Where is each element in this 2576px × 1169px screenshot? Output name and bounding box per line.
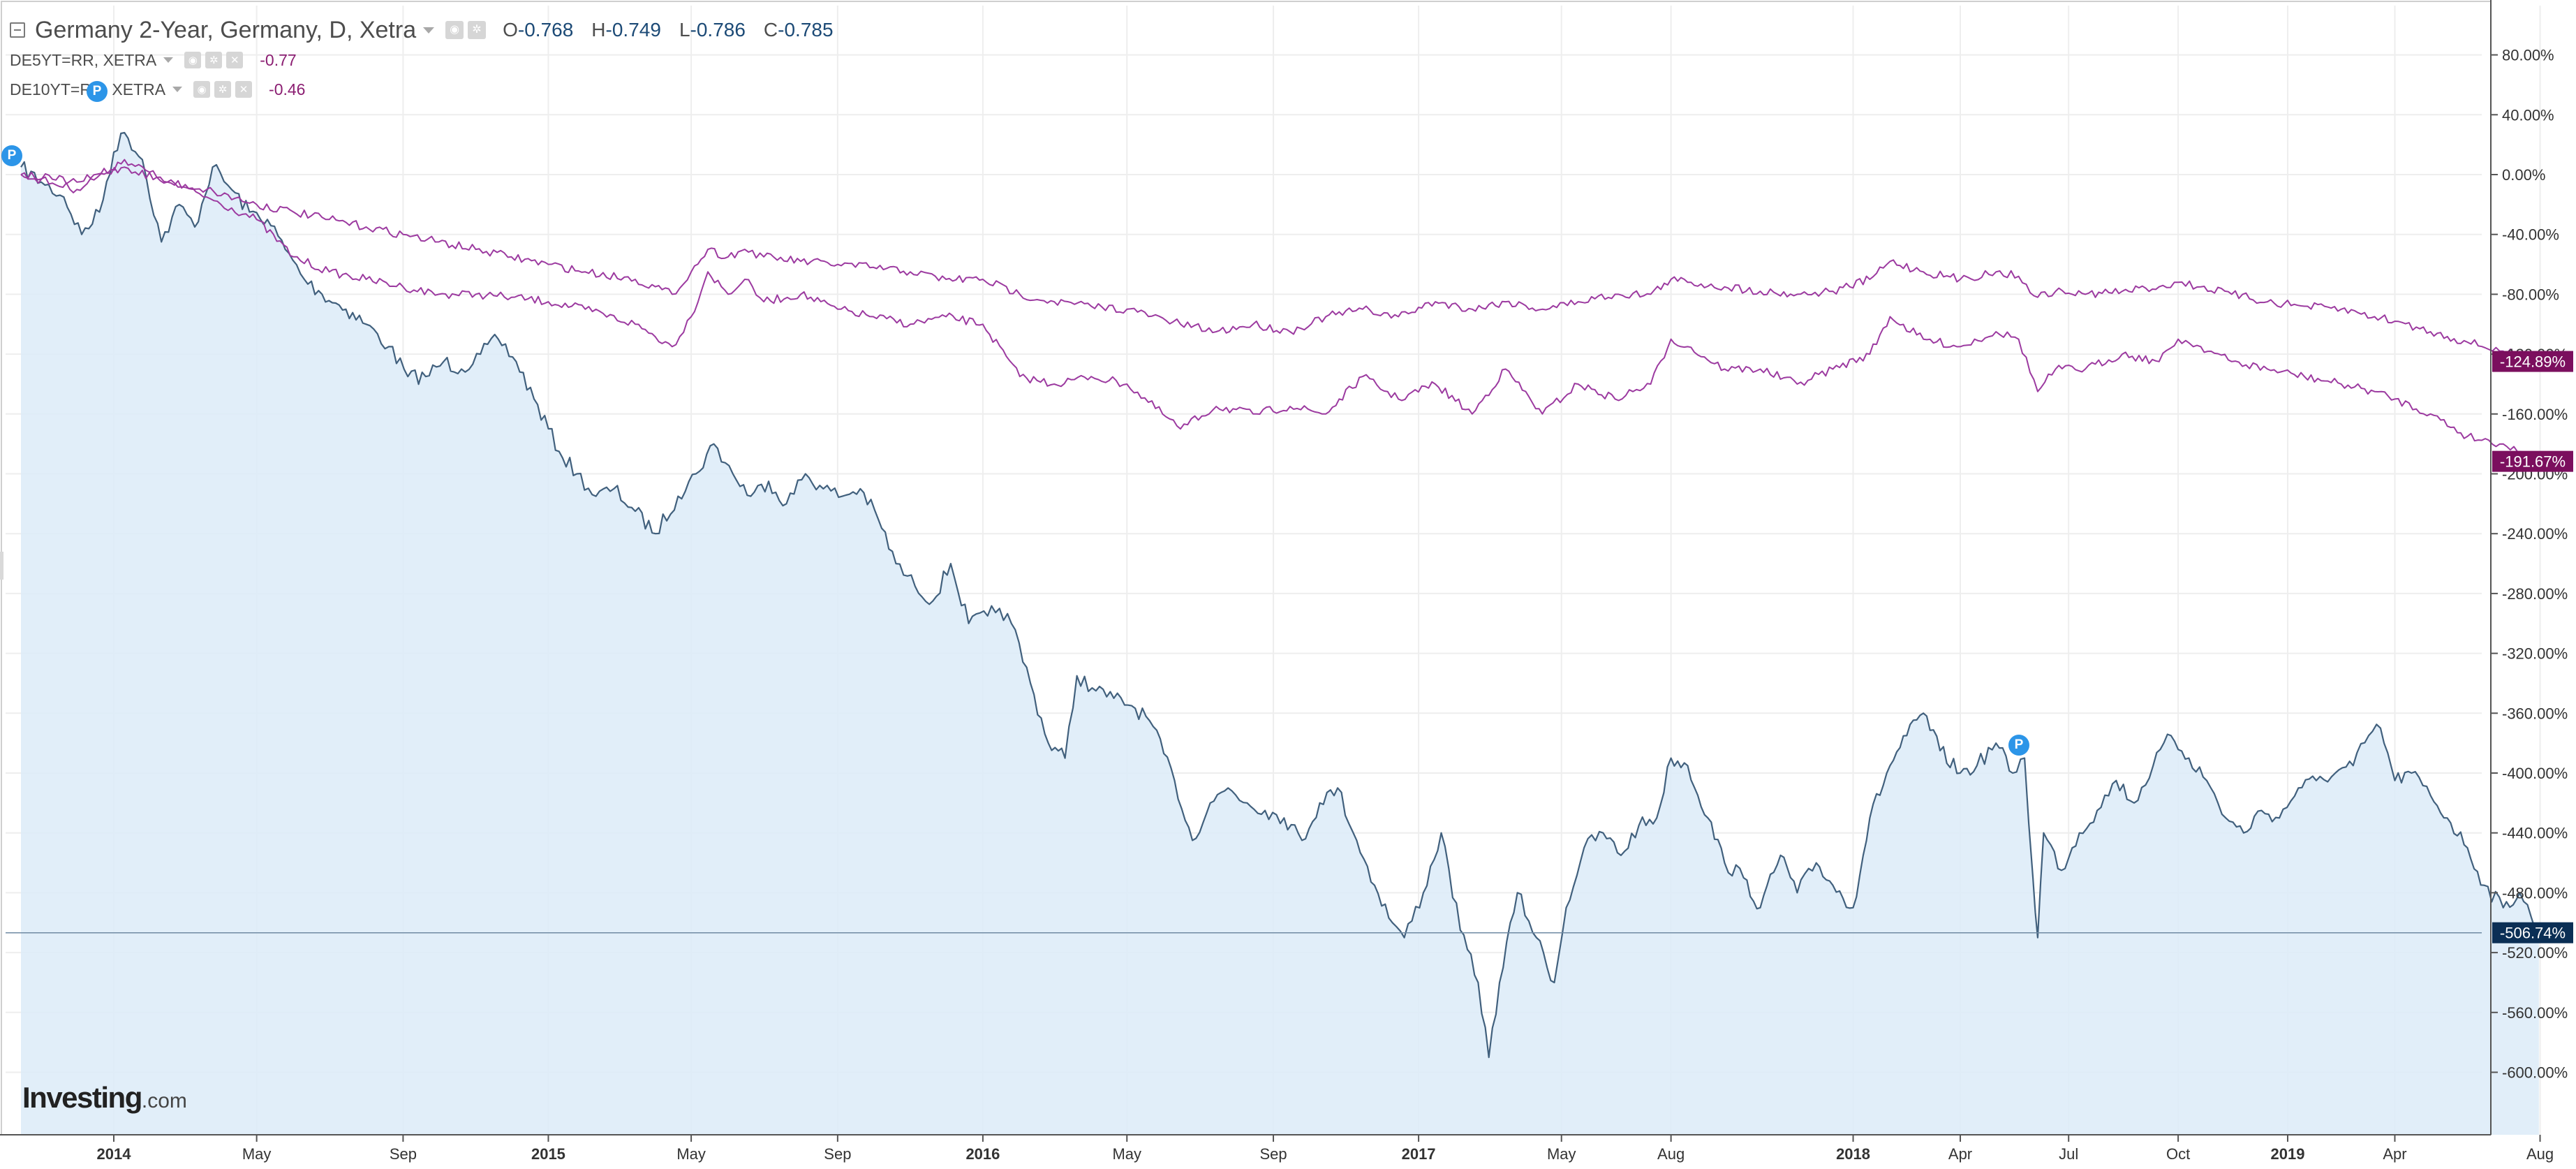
x-tick-label: 2018 — [1836, 1145, 1870, 1163]
chevron-down-icon[interactable] — [172, 87, 183, 92]
price-badge — [2492, 351, 2573, 372]
y-tick-label: -520.00% — [2502, 944, 2568, 962]
y-axis-ticks: 80.00%40.00%0.00%-40.00%-80.00%-120.00%-… — [2491, 47, 2568, 1082]
ohlc-close: C-0.785 — [763, 19, 834, 41]
y-tick-label: -480.00% — [2502, 884, 2568, 902]
eye-icon[interactable]: ◉ — [184, 52, 202, 68]
x-tick-label: Oct — [2166, 1145, 2190, 1163]
investing-logo: Investing.com — [22, 1081, 187, 1114]
ohlc-values: O-0.768 H-0.749 L-0.786 C-0.785 — [503, 19, 833, 41]
y-tick-label: -240.00% — [2502, 525, 2568, 543]
y-tick-label: 80.00% — [2502, 47, 2554, 64]
chart-legend: Germany 2-Year, Germany, D, Xetra ◉ ✲ O-… — [0, 0, 2234, 105]
compare-series-value: -0.46 — [269, 80, 306, 98]
y-tick-label: -600.00% — [2502, 1064, 2568, 1082]
x-tick-label: 2016 — [965, 1145, 1000, 1163]
compare-series-legend-de5y: DE5YT=RR, XETRA ◉ ✲ ✕ -0.77 — [10, 46, 297, 74]
eye-icon[interactable]: ◉ — [445, 21, 464, 39]
axes — [0, 0, 2492, 1135]
price-badge — [2492, 450, 2573, 472]
gear-icon[interactable]: ✲ — [468, 21, 487, 39]
y-tick-label: -40.00% — [2502, 226, 2559, 244]
x-tick-label: Sep — [824, 1145, 851, 1163]
x-tick-label: 2014 — [97, 1145, 132, 1163]
x-tick-label: May — [1112, 1145, 1141, 1163]
y-tick-label: -400.00% — [2502, 765, 2568, 782]
chevron-down-icon[interactable] — [423, 27, 435, 34]
y-tick-label: -160.00% — [2502, 406, 2568, 423]
series-lines — [6, 131, 2540, 1059]
y-tick-label: -280.00% — [2502, 585, 2568, 603]
main-series-title[interactable]: Germany 2-Year, Germany, D, Xetra — [35, 16, 417, 43]
x-tick-label: Sep — [1259, 1145, 1287, 1163]
compare-series-line[interactable] — [20, 166, 2540, 365]
compare-series-title[interactable]: DE5YT=RR, XETRA — [10, 50, 157, 69]
x-tick-label: Aug — [1657, 1145, 1685, 1163]
event-marker[interactable]: P — [87, 81, 108, 102]
close-icon[interactable]: ✕ — [235, 81, 253, 98]
close-icon[interactable]: ✕ — [226, 52, 244, 68]
main-series-line[interactable] — [20, 131, 2540, 1059]
plot-area — [21, 133, 2539, 1135]
gear-icon[interactable]: ✲ — [214, 81, 232, 98]
x-tick-label: May — [242, 1145, 272, 1163]
ohlc-open: O-0.768 — [503, 19, 574, 41]
x-tick-label: 2017 — [1402, 1145, 1436, 1163]
compare-series-legend-de10y: DE10YT=RR, XETRA ◉ ✲ ✕ -0.46 — [10, 75, 305, 103]
price-badge-label: -124.89% — [2500, 353, 2566, 371]
x-tick-label: 2019 — [2271, 1145, 2305, 1163]
main-series-area — [21, 133, 2539, 1135]
collapse-icon[interactable] — [10, 22, 25, 38]
gear-icon[interactable]: ✲ — [205, 52, 223, 68]
price-badge — [2492, 922, 2573, 943]
chevron-down-icon[interactable] — [163, 57, 174, 63]
y-tick-label: -320.00% — [2502, 645, 2568, 663]
y-tick-label: -360.00% — [2502, 705, 2568, 722]
price-badge-label: -506.74% — [2500, 925, 2566, 942]
resize-handle[interactable] — [0, 552, 3, 580]
ohlc-low: L-0.786 — [679, 19, 746, 41]
eye-icon[interactable]: ◉ — [193, 81, 211, 98]
y-tick-label: 0.00% — [2502, 166, 2545, 184]
y-tick-label: -440.00% — [2502, 825, 2568, 842]
main-series-legend: Germany 2-Year, Germany, D, Xetra ◉ ✲ O-… — [10, 14, 834, 46]
y-tick-label: 40.00% — [2502, 106, 2554, 124]
x-tick-label: 2015 — [531, 1145, 565, 1163]
x-tick-label: Sep — [390, 1145, 417, 1163]
y-tick-label: -80.00% — [2502, 286, 2559, 303]
x-tick-label: May — [676, 1145, 706, 1163]
x-tick-label: Apr — [1948, 1145, 1972, 1163]
price-badge-label: -191.67% — [2500, 453, 2566, 471]
x-tick-label: May — [1547, 1145, 1576, 1163]
ohlc-high: H-0.749 — [591, 19, 661, 41]
price-badges: -506.74% -191.67% -124.89% — [2492, 351, 2573, 943]
x-axis-ticks: 2014 May Sep 2015 May Sep 2016 May Sep 2017 May Aug… — [97, 1135, 2554, 1163]
x-tick-label: Apr — [2383, 1145, 2406, 1163]
event-marker[interactable]: P — [1, 145, 22, 166]
x-tick-label: Jul — [2059, 1145, 2078, 1163]
event-marker[interactable]: P — [2008, 735, 2029, 756]
compare-series-line[interactable] — [20, 159, 2540, 462]
compare-series-value: -0.77 — [260, 50, 297, 69]
y-tick-label: -560.00% — [2502, 1004, 2568, 1022]
x-tick-label: Aug — [2526, 1145, 2554, 1163]
